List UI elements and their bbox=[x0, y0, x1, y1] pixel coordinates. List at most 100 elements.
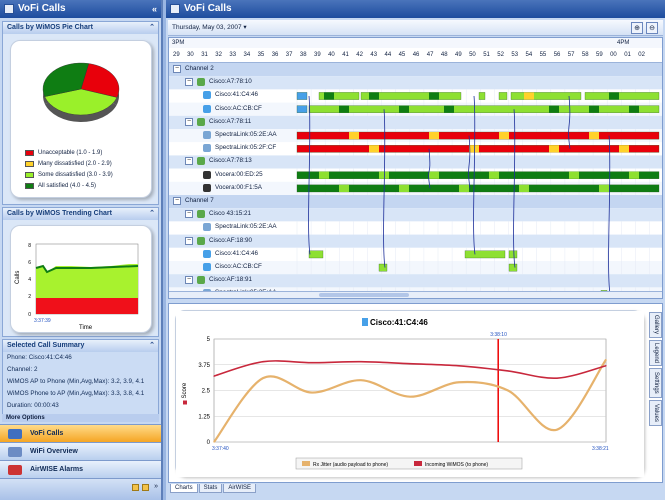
call-segment[interactable] bbox=[478, 92, 486, 100]
trending-chart-card: 8 6 4 2 0 Calls 3:37:39 Time bbox=[10, 225, 152, 333]
trending-chart: 8 6 4 2 0 Calls 3:37:39 Time bbox=[15, 243, 139, 331]
tab-airwise[interactable]: AirWISE bbox=[223, 484, 257, 493]
date-selector[interactable]: Thursday, May 03, 2007 ▾ bbox=[172, 24, 247, 31]
legend-swatch bbox=[25, 171, 34, 178]
timeline-grid bbox=[169, 63, 662, 298]
call-segment[interactable] bbox=[584, 92, 660, 100]
collapse-toggle-icon[interactable]: − bbox=[173, 65, 181, 73]
call-quality-segment[interactable] bbox=[629, 105, 639, 113]
call-quality-segment[interactable] bbox=[429, 132, 439, 140]
nav-airwise-alarms[interactable]: AirWISE Alarms bbox=[0, 460, 161, 478]
side-tab-gallery[interactable]: Gallery bbox=[649, 312, 662, 338]
call-segment[interactable] bbox=[378, 263, 388, 272]
call-segment[interactable] bbox=[498, 92, 508, 100]
call-segment[interactable] bbox=[360, 92, 462, 100]
access-point-icon bbox=[197, 117, 205, 126]
tab-charts[interactable]: Charts bbox=[170, 484, 198, 493]
collapse-toggle-icon[interactable]: − bbox=[173, 197, 181, 205]
pie-slice[interactable] bbox=[42, 62, 89, 97]
scrollbar-thumb[interactable] bbox=[319, 293, 409, 297]
chevron-up-icon[interactable]: ⌃ bbox=[149, 342, 155, 349]
call-segment[interactable] bbox=[318, 92, 360, 100]
call-quality-segment[interactable] bbox=[469, 145, 479, 153]
folder-icon[interactable] bbox=[142, 484, 149, 491]
call-quality-segment[interactable] bbox=[609, 92, 619, 100]
call-segment[interactable] bbox=[296, 105, 308, 113]
call-segment[interactable] bbox=[464, 250, 506, 259]
call-quality-segment[interactable] bbox=[339, 105, 349, 113]
phone-icon bbox=[203, 249, 211, 258]
side-tab-settings[interactable]: Settings bbox=[649, 368, 662, 398]
call-quality-segment[interactable] bbox=[349, 132, 359, 140]
chevron-right-icon[interactable]: » bbox=[154, 483, 158, 490]
call-quality-segment[interactable] bbox=[429, 171, 439, 179]
nav-vofi-calls[interactable]: VoFi Calls bbox=[0, 424, 161, 442]
pie-legend-item: Unacceptable (1.0 - 1.9) bbox=[25, 147, 113, 158]
collapse-toggle-icon[interactable]: − bbox=[185, 117, 193, 126]
call-quality-segment[interactable] bbox=[629, 171, 639, 179]
call-quality-segment[interactable] bbox=[324, 92, 334, 100]
call-quality-segment[interactable] bbox=[589, 132, 599, 140]
nav-footer: » bbox=[0, 478, 161, 500]
call-quality-segment[interactable] bbox=[339, 184, 349, 192]
call-quality-segment[interactable] bbox=[399, 184, 409, 192]
call-quality-segment[interactable] bbox=[444, 105, 454, 113]
pie-slice[interactable] bbox=[80, 63, 120, 98]
zoom-out-icon[interactable]: ⊖ bbox=[646, 22, 658, 34]
side-tab-legend[interactable]: Legend bbox=[649, 340, 662, 366]
call-segment[interactable] bbox=[508, 250, 518, 259]
call-quality-segment[interactable] bbox=[399, 105, 409, 113]
call-segment[interactable] bbox=[510, 92, 582, 100]
collapse-toggle-icon[interactable]: − bbox=[185, 276, 193, 285]
call-quality-segment[interactable] bbox=[549, 145, 559, 153]
call-summary-header[interactable]: Selected Call Summary ⌃ bbox=[3, 340, 158, 352]
chevron-up-icon[interactable]: ⌃ bbox=[149, 24, 155, 31]
call-quality-segment[interactable] bbox=[379, 171, 389, 179]
timeline-scrollbar[interactable] bbox=[169, 291, 662, 298]
call-quality-segment[interactable] bbox=[429, 92, 439, 100]
trending-chart-section: Calls by WiMOS Trending Chart ⌃ 8 6 4 2 0… bbox=[2, 207, 159, 337]
pie-chart-header[interactable]: Calls by WiMOS Pie Chart ⌃ bbox=[3, 22, 158, 34]
trending-chart-header[interactable]: Calls by WiMOS Trending Chart ⌃ bbox=[3, 208, 158, 220]
minute-tick: 56 bbox=[553, 52, 561, 58]
pie-slice[interactable] bbox=[44, 88, 118, 116]
collapse-toggle-icon[interactable]: − bbox=[185, 236, 193, 245]
collapse-toggle-icon[interactable]: − bbox=[185, 78, 193, 87]
call-segment[interactable] bbox=[308, 105, 660, 113]
call-segment[interactable] bbox=[508, 263, 518, 272]
more-options-header[interactable]: More Options bbox=[2, 414, 159, 422]
call-quality-segment[interactable] bbox=[369, 92, 379, 100]
data-point bbox=[262, 361, 264, 363]
call-quality-segment[interactable] bbox=[369, 145, 379, 153]
call-quality-segment[interactable] bbox=[489, 171, 499, 179]
call-quality-segment[interactable] bbox=[524, 92, 534, 100]
call-quality-segment[interactable] bbox=[459, 184, 469, 192]
side-tab-values[interactable]: Values bbox=[649, 400, 662, 426]
call-segment[interactable] bbox=[308, 250, 324, 259]
call-segment[interactable] bbox=[296, 171, 660, 179]
call-quality-segment[interactable] bbox=[569, 171, 579, 179]
call-quality-segment[interactable] bbox=[619, 145, 629, 153]
collapse-toggle-icon[interactable]: − bbox=[185, 157, 193, 166]
chevron-up-icon[interactable]: ⌃ bbox=[149, 210, 155, 217]
call-quality-segment[interactable] bbox=[549, 105, 559, 113]
call-quality-segment[interactable] bbox=[519, 184, 529, 192]
folder-icon[interactable] bbox=[132, 484, 139, 491]
call-segment[interactable] bbox=[296, 131, 660, 140]
call-quality-segment[interactable] bbox=[499, 132, 509, 140]
call-quality-segment[interactable] bbox=[599, 184, 609, 192]
zoom-in-icon[interactable]: ⊕ bbox=[631, 22, 643, 34]
collapse-toggle-icon[interactable]: − bbox=[185, 210, 193, 219]
row-label: Cisco:A7:78:10 bbox=[209, 78, 252, 86]
call-segment[interactable] bbox=[296, 184, 660, 193]
collapse-icon[interactable]: « bbox=[151, 4, 157, 14]
call-segment[interactable] bbox=[296, 92, 308, 100]
nav-wifi-overview[interactable]: WiFi Overview bbox=[0, 442, 161, 460]
legend-swatch bbox=[414, 461, 422, 466]
call-quality-segment[interactable] bbox=[319, 171, 329, 179]
tab-stats[interactable]: Stats bbox=[198, 484, 223, 493]
timeline-row-bg bbox=[169, 208, 662, 222]
trend-ytick: 4 bbox=[28, 277, 31, 283]
call-quality-segment[interactable] bbox=[589, 105, 599, 113]
